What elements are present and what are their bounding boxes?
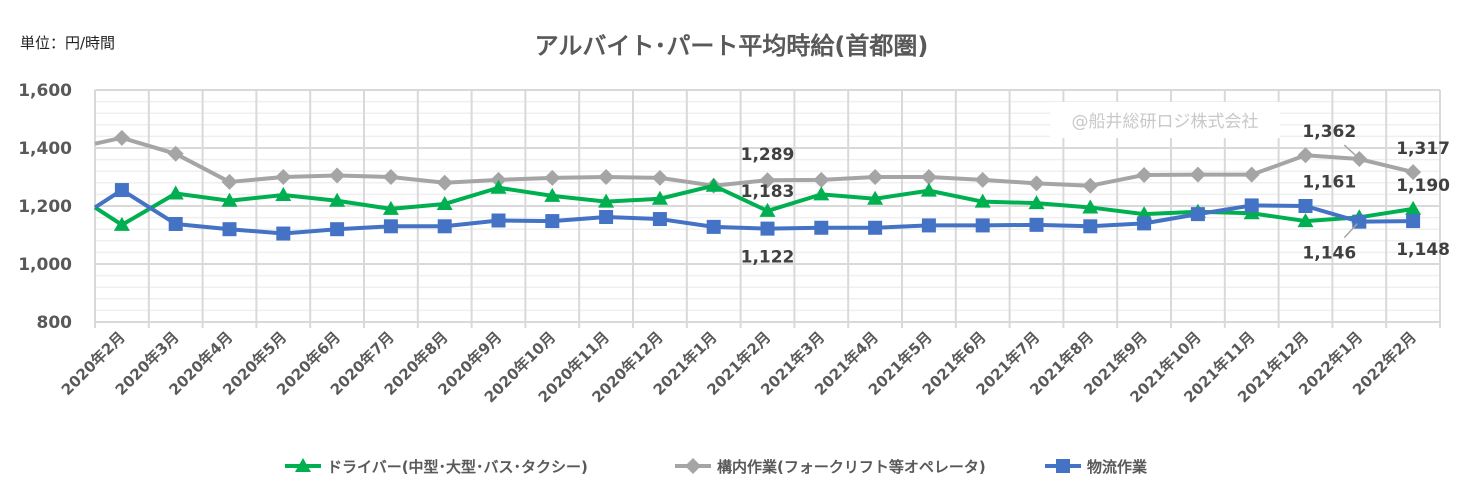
data-label: 1,190 — [1396, 176, 1450, 196]
data-point — [1405, 164, 1422, 181]
data-label: 1,317 — [1396, 139, 1450, 159]
data-point — [1244, 198, 1259, 213]
data-point — [1028, 175, 1045, 192]
data-point — [920, 169, 937, 185]
legend-marker — [685, 458, 701, 474]
leader-line — [1343, 144, 1356, 156]
legend-label: 物流作業 — [1087, 458, 1148, 476]
data-point — [1243, 166, 1260, 183]
data-label: 1,161 — [1302, 172, 1356, 192]
data-label: 1,362 — [1302, 122, 1356, 142]
legend-label: ドライバー(中型･大型･バス･タクシー) — [327, 458, 588, 476]
data-point — [1297, 213, 1314, 228]
data-point — [329, 167, 346, 184]
data-point — [329, 192, 346, 207]
legend-marker — [295, 458, 311, 472]
data-point — [706, 219, 721, 234]
data-point — [920, 182, 937, 197]
legend-marker — [1056, 459, 1070, 473]
data-label: 1,289 — [741, 145, 795, 165]
data-point — [113, 129, 130, 146]
data-point — [974, 171, 991, 188]
data-point — [436, 195, 453, 210]
data-point — [275, 169, 292, 185]
series-line — [93, 188, 1414, 236]
data-point — [867, 169, 884, 185]
data-point — [1298, 199, 1313, 213]
data-point — [437, 219, 452, 234]
data-point — [759, 172, 776, 189]
data-point — [975, 218, 990, 233]
series-line — [93, 183, 1414, 227]
chart-title: アルバイト･パート平均時給(首都圏) — [534, 32, 929, 60]
data-point — [1029, 217, 1044, 232]
data-label: 1,148 — [1396, 240, 1450, 260]
data-point — [1083, 219, 1098, 234]
data-point — [167, 145, 184, 162]
data-point — [1189, 166, 1206, 183]
data-point — [651, 169, 668, 186]
data-point — [1405, 200, 1422, 215]
data-point — [813, 171, 830, 188]
data-label: 1,122 — [741, 248, 795, 268]
data-point — [868, 220, 883, 235]
data-point — [382, 169, 399, 185]
y-tick-label: 1,200 — [18, 197, 72, 217]
y-tick-label: 1,600 — [18, 81, 72, 101]
data-point — [651, 190, 668, 205]
data-point — [544, 187, 561, 202]
data-point — [1028, 195, 1045, 210]
data-point — [382, 200, 399, 215]
leader-line — [1343, 223, 1358, 239]
data-point — [221, 173, 238, 190]
y-tick-label: 1,400 — [18, 139, 72, 159]
data-point — [168, 216, 183, 231]
data-point — [1406, 214, 1421, 229]
data-label: 1,183 — [741, 182, 795, 202]
data-point — [974, 193, 991, 208]
data-point — [436, 174, 453, 191]
watermark: @船井総研ロジ株式会社 — [1072, 112, 1259, 132]
data-point — [813, 186, 830, 201]
data-point — [759, 202, 776, 217]
data-point — [1137, 216, 1152, 231]
data-point — [814, 220, 829, 235]
data-point — [867, 190, 884, 205]
data-point — [275, 186, 292, 201]
unit-label: 単位：円/時間 — [20, 34, 116, 52]
data-point — [544, 169, 561, 186]
data-point — [1082, 199, 1099, 214]
data-point — [490, 179, 507, 194]
data-point — [276, 226, 291, 241]
data-point — [113, 216, 130, 231]
data-point — [221, 192, 238, 207]
data-point — [222, 222, 237, 237]
data-point — [114, 183, 129, 198]
data-point — [1136, 166, 1153, 183]
data-point — [491, 213, 506, 228]
data-point — [598, 169, 615, 185]
data-point — [652, 212, 667, 227]
watermark-box — [1050, 102, 1280, 138]
data-point — [1297, 147, 1314, 164]
data-point — [330, 222, 345, 237]
data-point — [921, 218, 936, 233]
data-point — [167, 185, 184, 200]
data-point — [599, 210, 614, 225]
data-point — [598, 193, 615, 208]
data-point — [705, 177, 722, 192]
data-point — [760, 221, 775, 236]
data-point — [1190, 207, 1205, 222]
data-point — [545, 214, 560, 229]
y-tick-label: 800 — [37, 313, 73, 333]
series-line — [94, 135, 1414, 188]
y-tick-label: 1,000 — [18, 255, 72, 275]
data-point — [383, 219, 398, 234]
data-point — [1082, 177, 1099, 194]
data-label: 1,146 — [1302, 244, 1356, 264]
legend-label: 構内作業(フォークリフト等オペレータ) — [717, 458, 986, 476]
